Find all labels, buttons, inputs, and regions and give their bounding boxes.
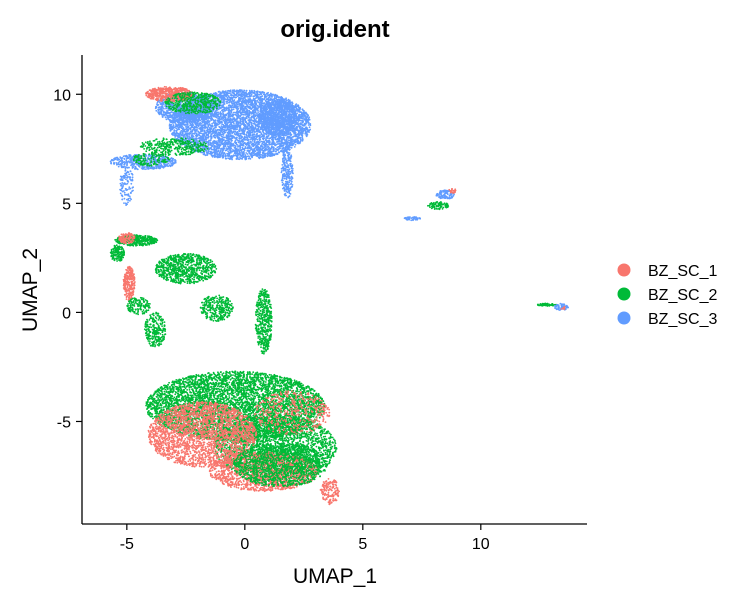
- point-bz-sc-3: [245, 152, 247, 154]
- point-bz-sc-3: [222, 92, 224, 94]
- point-bz-sc-3: [225, 158, 227, 160]
- point-bz-sc-3: [309, 126, 311, 128]
- point-bz-sc-3: [239, 131, 241, 133]
- point-bz-sc-3: [225, 90, 227, 92]
- point-bz-sc-3: [236, 128, 238, 130]
- point-bz-sc-3: [294, 146, 296, 148]
- point-bz-sc-3: [295, 144, 297, 146]
- point-bz-sc-3: [259, 131, 261, 133]
- point-bz-sc-3: [256, 117, 258, 119]
- point-bz-sc-3: [257, 148, 259, 150]
- scatter-points: [110, 86, 569, 505]
- point-bz-sc-3: [246, 148, 248, 150]
- point-bz-sc-3: [176, 129, 178, 131]
- point-bz-sc-3: [259, 94, 261, 96]
- point-bz-sc-3: [257, 139, 259, 141]
- point-bz-sc-3: [201, 123, 203, 125]
- chart-title: orig.ident: [280, 16, 389, 43]
- point-bz-sc-3: [215, 137, 217, 139]
